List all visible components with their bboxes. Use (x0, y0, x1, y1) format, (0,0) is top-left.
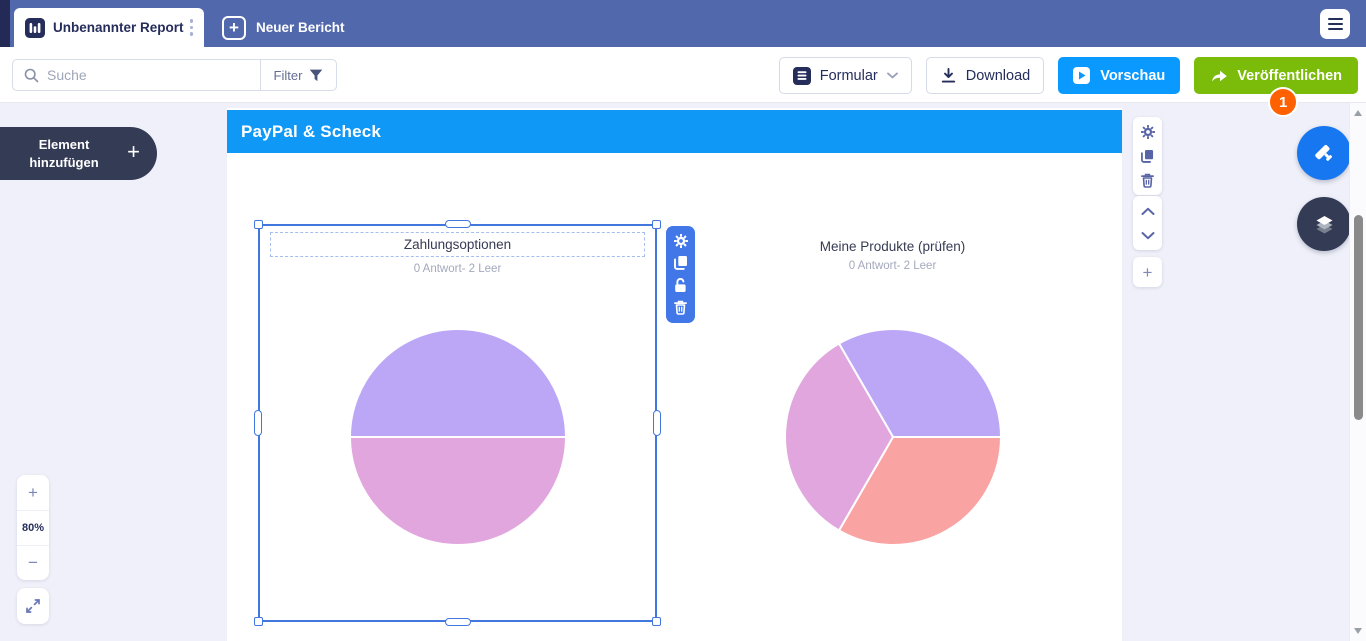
move-page-up-button[interactable] (1133, 199, 1162, 223)
chevron-down-icon (886, 72, 898, 79)
resize-handle-n[interactable] (444, 220, 471, 228)
zoom-in-label: + (28, 482, 38, 502)
page-tools-card (1133, 117, 1162, 195)
widget-toolbar (666, 226, 695, 323)
download-button[interactable]: Download (925, 57, 1045, 94)
zoom-out-button[interactable]: − (17, 545, 49, 580)
gear-icon (1140, 125, 1155, 139)
chart-title: Zahlungsoptionen (403, 237, 512, 252)
widget-duplicate-button[interactable] (666, 255, 695, 271)
pages-button[interactable] (1297, 197, 1351, 251)
window-edge (0, 0, 10, 47)
zoom-level[interactable]: 80% (17, 510, 49, 545)
zoom-level-label: 80% (21, 522, 45, 534)
tab-menu-dots-icon[interactable] (187, 15, 197, 40)
unlock-icon (675, 277, 686, 292)
filter-button[interactable]: Filter (260, 60, 336, 90)
copy-icon (1141, 149, 1154, 163)
resize-handle-w[interactable] (254, 410, 262, 436)
main-menu-button[interactable] (1320, 9, 1350, 39)
design-button[interactable] (1297, 126, 1351, 180)
page-duplicate-button[interactable] (1133, 144, 1162, 168)
new-report-button[interactable]: + Neuer Bericht (212, 8, 355, 47)
resize-handle-s[interactable] (444, 618, 471, 626)
vertical-scrollbar (1349, 103, 1366, 641)
plus-icon: + (222, 15, 246, 40)
publish-button-label: Veröffentlichen (1237, 67, 1342, 84)
scroll-up-arrow[interactable] (1354, 110, 1362, 116)
download-icon (941, 68, 955, 83)
add-page-card: + (1133, 257, 1162, 287)
layers-icon (1316, 215, 1332, 233)
search-field[interactable] (13, 60, 260, 90)
zoom-out-label: − (28, 553, 38, 572)
page-delete-button[interactable] (1133, 168, 1162, 192)
tab-title: Unbenannter Report (53, 20, 184, 35)
copy-icon (673, 256, 687, 271)
trash-icon (674, 301, 687, 316)
page-settings-button[interactable] (1133, 120, 1162, 144)
expand-icon (26, 599, 40, 613)
toolbar: Filter Formular Download Vorschau Veröff… (0, 47, 1366, 117)
trash-icon (1141, 173, 1154, 188)
widget-settings-button[interactable] (666, 233, 695, 248)
page-order-card (1133, 196, 1162, 250)
top-bar: Unbenannter Report + Neuer Bericht (0, 0, 1366, 47)
form-icon (792, 66, 811, 85)
chart-subtitle: 0 Antwort- 2 Leer (413, 263, 502, 275)
search-input[interactable] (47, 67, 260, 83)
pie-chart-meine-produkte[interactable] (782, 326, 1004, 548)
chart-subtitle: 0 Antwort- 2 Leer (848, 260, 937, 272)
report-icon (25, 17, 45, 38)
zoom-in-button[interactable]: + (17, 475, 49, 510)
canvas-area: PayPal & Scheck Element hinzufügen + Zah… (0, 103, 1366, 641)
search-filter-group: Filter (12, 59, 337, 91)
toolbar-actions: Formular Download Vorschau Veröffentlich… (778, 57, 1358, 117)
add-element-button[interactable]: Element hinzufügen + (0, 127, 157, 180)
plus-icon: + (127, 139, 140, 164)
search-icon (24, 68, 39, 82)
chart-title-editor[interactable]: Zahlungsoptionen (270, 232, 645, 257)
publish-step-badge: 1 (1268, 87, 1299, 117)
scroll-down-arrow[interactable] (1354, 628, 1362, 634)
move-page-down-button[interactable] (1133, 223, 1162, 247)
resize-handle-se[interactable] (652, 617, 661, 626)
chart-widget-meine-produkte[interactable]: Meine Produkte (prüfen) 0 Antwort- 2 Lee… (693, 224, 1092, 622)
zoom-controls: + 80% − (17, 475, 49, 580)
pie-chart-zahlungsoptionen[interactable] (347, 326, 569, 548)
page-header[interactable]: PayPal & Scheck (227, 110, 1122, 153)
resize-handle-e[interactable] (653, 410, 661, 436)
widget-unlock-button[interactable] (666, 277, 695, 293)
preview-button-label: Vorschau (1100, 67, 1166, 84)
resize-handle-ne[interactable] (652, 220, 661, 229)
preview-button[interactable]: Vorschau (1058, 57, 1181, 94)
filter-funnel-icon (310, 69, 323, 81)
form-button-label: Formular (819, 67, 878, 84)
chevron-down-icon (1141, 231, 1154, 239)
resize-handle-sw[interactable] (254, 617, 263, 626)
widget-delete-button[interactable] (666, 300, 695, 316)
chevron-up-icon (1141, 207, 1154, 215)
download-button-label: Download (965, 67, 1031, 84)
report-tab[interactable]: Unbenannter Report (14, 8, 204, 47)
gear-icon (673, 233, 688, 248)
add-page-button[interactable]: + (1142, 262, 1153, 282)
resize-handle-nw[interactable] (254, 220, 263, 229)
scrollbar-thumb[interactable] (1354, 215, 1363, 420)
fit-screen-button[interactable] (17, 588, 49, 624)
play-icon (1073, 67, 1091, 84)
chart-title: Meine Produkte (prüfen) (819, 239, 966, 254)
filter-label: Filter (273, 67, 303, 83)
publish-button[interactable]: Veröffentlichen 1 (1194, 57, 1358, 117)
share-arrow-icon (1212, 70, 1228, 82)
new-report-label: Neuer Bericht (256, 20, 345, 35)
form-select-button[interactable]: Formular (778, 57, 912, 94)
chart-widget-zahlungsoptionen[interactable]: Zahlungsoptionen 0 Antwort- 2 Leer (254, 220, 661, 626)
add-element-label: Element hinzufügen (29, 136, 99, 170)
paint-roller-icon (1315, 144, 1333, 161)
